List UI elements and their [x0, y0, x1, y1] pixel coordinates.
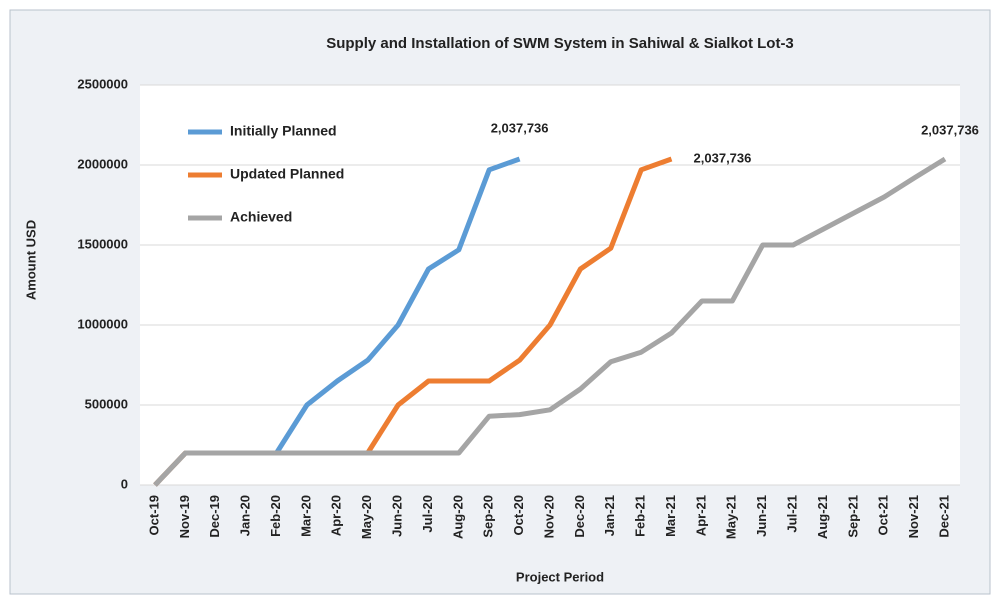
legend-label: Updated Planned [230, 166, 344, 182]
x-tick-label: Jan-20 [238, 495, 253, 536]
y-tick-label: 1000000 [77, 316, 128, 331]
x-tick-label: Sep-20 [481, 495, 496, 538]
series-line [153, 156, 947, 487]
x-tick-label: Feb-20 [268, 495, 283, 537]
x-axis-label: Project Period [516, 569, 604, 584]
x-tick-label: Aug-20 [450, 495, 465, 539]
x-tick-label: Mar-20 [298, 495, 313, 537]
plot-area [140, 85, 960, 485]
x-tick-label: Nov-21 [906, 495, 921, 538]
x-tick-label: Mar-21 [663, 495, 678, 537]
legend-label: Achieved [230, 209, 292, 225]
x-tick-label: Dec-20 [572, 495, 587, 538]
x-tick-label: May-21 [724, 495, 739, 539]
x-tick-label: Dec-19 [207, 495, 222, 538]
x-tick-label: Oct-21 [876, 495, 891, 535]
y-tick-label: 500000 [85, 396, 128, 411]
x-tick-label: Apr-20 [329, 495, 344, 536]
data-label: 2,037,736 [921, 122, 979, 137]
x-tick-label: Feb-21 [633, 495, 648, 537]
x-tick-label: May-20 [359, 495, 374, 539]
legend-label: Initially Planned [230, 123, 337, 139]
y-tick-label: 2000000 [77, 156, 128, 171]
x-tick-label: Nov-19 [177, 495, 192, 538]
data-label: 2,037,736 [694, 150, 752, 165]
x-tick-label: Oct-19 [146, 495, 161, 535]
x-tick-label: Jul-21 [785, 495, 800, 533]
x-tick-label: Jan-21 [602, 495, 617, 536]
x-tick-label: Sep-21 [845, 495, 860, 538]
x-tick-label: Jul-20 [420, 495, 435, 533]
x-tick-label: Apr-21 [693, 495, 708, 536]
x-tick-label: Nov-20 [541, 495, 556, 538]
x-tick-label: Jun-21 [754, 495, 769, 537]
data-label: 2,037,736 [491, 120, 549, 135]
x-tick-label: Aug-21 [815, 495, 830, 539]
x-tick-label: Jun-20 [390, 495, 405, 537]
y-tick-label: 0 [121, 476, 128, 491]
x-tick-label: Oct-20 [511, 495, 526, 535]
chart-title: Supply and Installation of SWM System in… [326, 35, 794, 52]
y-tick-label: 1500000 [77, 236, 128, 251]
x-tick-label: Dec-21 [936, 495, 951, 538]
y-tick-label: 2500000 [77, 76, 128, 91]
y-axis-label: Amount USD [23, 220, 38, 300]
